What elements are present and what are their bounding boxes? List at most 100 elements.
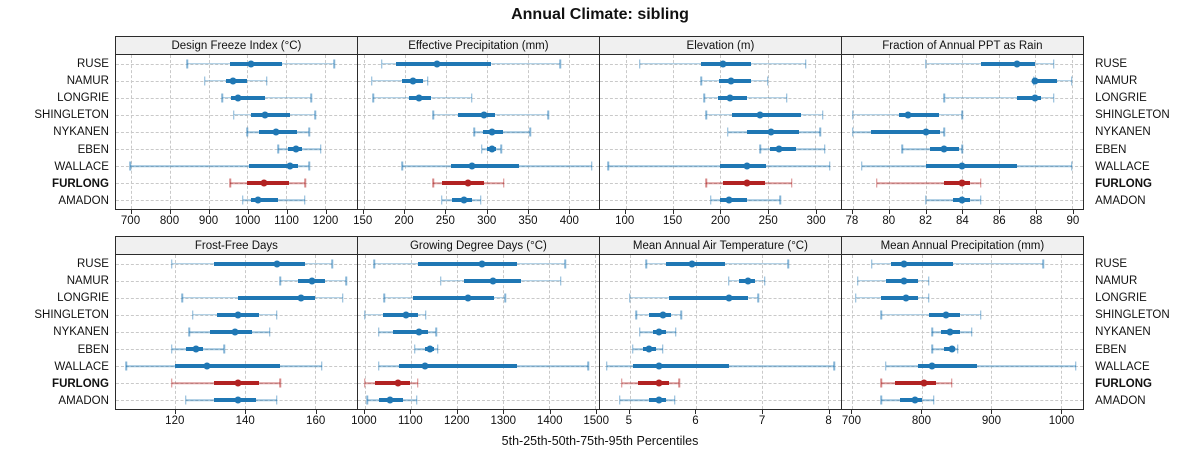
whisker-cap: [373, 259, 375, 269]
station-labels: RUSE NAMUR LONGRIE SHINGLETON NYKANEN EBEN WAL…: [0, 55, 115, 210]
whisker-cap: [931, 344, 933, 354]
axis-tick-mark: [549, 410, 551, 414]
axis-tick-label: 78: [845, 215, 859, 227]
whisker-cap: [503, 178, 505, 188]
whisker-cap: [372, 93, 375, 103]
station-label: NYKANEN: [1095, 126, 1151, 139]
station-label: NAMUR: [66, 74, 109, 87]
whisker-cap: [432, 178, 435, 188]
whisker-cap: [321, 361, 323, 371]
whisker-cap: [925, 195, 927, 205]
horizontal-gridline: [357, 314, 599, 316]
interquartile-bar: [374, 381, 410, 386]
axis-tick-mark: [596, 410, 598, 414]
whisker-cap: [824, 144, 826, 154]
whisker-cap: [927, 276, 930, 286]
axis-tick-label: 1100: [397, 415, 423, 427]
axis-tick-mark: [624, 210, 626, 214]
whisker-cap: [191, 310, 194, 320]
median-dot: [394, 379, 402, 387]
whisker-cap: [308, 161, 311, 171]
interquartile-bar: [637, 381, 670, 386]
horizontal-gridline: [599, 280, 841, 282]
axis-tick-label: 900: [198, 215, 219, 227]
interquartile-bar: [720, 164, 766, 169]
panel-plot-area: [114, 255, 358, 410]
whisker-cap: [432, 110, 435, 120]
station-label: NAMUR: [66, 274, 109, 287]
panel-axis-ticks: 100 150 200 250 300: [599, 210, 842, 231]
whisker-cap: [790, 178, 793, 188]
station-label: FURLONG: [1095, 178, 1152, 191]
whisker-cap: [828, 161, 831, 171]
station-labels: RUSE NAMUR LONGRIE SHINGLETON NYKANEN EBEN WAL…: [1087, 55, 1200, 210]
percentile-whisker: [619, 399, 675, 402]
whisker-cap: [638, 327, 641, 337]
interquartile-bar: [1017, 95, 1041, 100]
horizontal-gridline: [841, 383, 1083, 385]
x-axis-label: 5th-25th-50th-75th-95th Percentiles: [501, 434, 699, 448]
whisker-cap: [426, 76, 429, 86]
axis-tick-mark: [569, 210, 571, 214]
median-dot: [247, 60, 255, 68]
horizontal-gridline: [841, 97, 1083, 99]
interquartile-bar: [980, 61, 1036, 66]
panel-strip-title: Frost-Free Days: [114, 236, 358, 255]
horizontal-gridline: [599, 132, 841, 133]
median-dot: [645, 345, 653, 353]
whisker-cap: [852, 110, 854, 120]
percentile-whisker: [944, 97, 1054, 99]
interquartile-bar: [441, 181, 485, 186]
station-label: EBEN: [77, 143, 109, 156]
median-dot: [489, 277, 497, 285]
station-label: NYKANEN: [1095, 326, 1151, 339]
whisker-cap: [304, 178, 307, 188]
median-dot: [948, 345, 956, 353]
whisker-cap: [950, 378, 953, 388]
whisker-cap: [440, 276, 442, 286]
interquartile-bar: [895, 381, 936, 386]
station-label: AMADON: [1095, 395, 1146, 408]
whisker-cap: [268, 327, 271, 337]
median-dot: [297, 294, 305, 302]
whisker-cap: [559, 59, 562, 69]
interquartile-bar: [457, 112, 495, 117]
percentile-whisker: [885, 365, 1076, 367]
interquartile-bar: [249, 164, 299, 169]
interquartile-bar: [230, 61, 283, 66]
axis-tick-label: 900: [981, 415, 1002, 427]
whisker-cap: [703, 93, 706, 103]
panel-effective-precipitation-mm-: Effective Precipitation (mm) 150 200 250 300…: [353, 36, 600, 231]
median-dot: [415, 328, 423, 336]
horizontal-gridline: [599, 149, 841, 151]
whisker-cap: [979, 178, 982, 188]
axis-tick-mark: [315, 410, 317, 414]
panel-plot-area: [598, 55, 842, 210]
whisker-cap: [759, 144, 761, 154]
whisker-cap: [819, 127, 821, 137]
median-dot: [920, 379, 928, 387]
whisker-cap: [275, 395, 278, 405]
panel-row: RUSE NAMUR LONGRIE SHINGLETON NYKANEN EBEN WAL…: [0, 236, 1200, 431]
median-dot: [464, 294, 472, 302]
whisker-cap: [628, 293, 631, 303]
axis-tick-label: 7: [758, 415, 766, 427]
panel-design-freeze-index-c-: Design Freeze Index (°C) 700 800 900 1000 110…: [114, 36, 358, 231]
median-dot: [655, 396, 663, 404]
whisker-cap: [861, 161, 863, 171]
whisker-cap: [880, 395, 883, 405]
whisker-cap: [424, 310, 427, 320]
interquartile-bar: [417, 261, 517, 266]
median-dot: [460, 196, 468, 204]
horizontal-gridline: [115, 166, 357, 168]
median-dot: [928, 362, 936, 370]
whisker-cap: [277, 144, 280, 154]
whisker-cap: [620, 378, 623, 388]
median-dot: [254, 196, 262, 204]
horizontal-gridline: [357, 132, 599, 133]
median-dot: [744, 277, 752, 285]
percentile-whisker: [608, 165, 830, 167]
panel-axis-ticks: 78 80 82 84 86 88 90: [841, 210, 1084, 231]
median-dot: [900, 277, 908, 285]
whisker-cap: [639, 59, 641, 69]
